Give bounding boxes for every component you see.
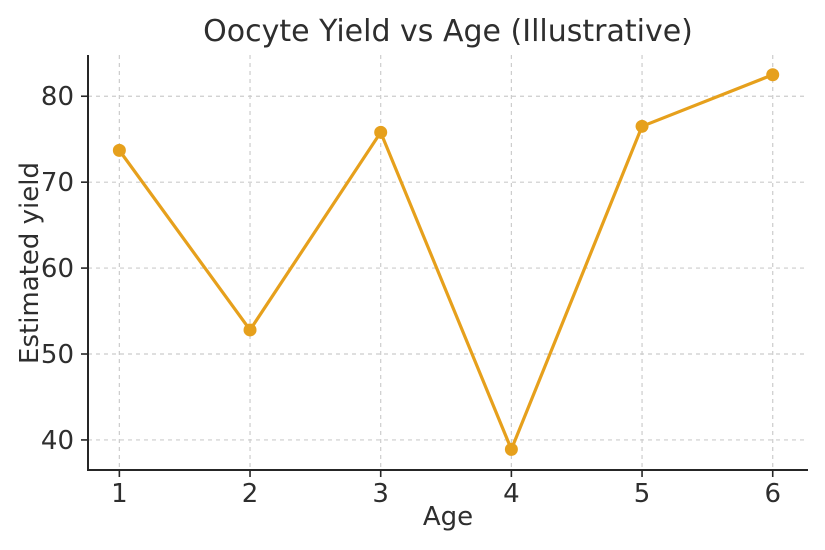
x-tick-label: 3 <box>372 479 389 509</box>
y-tick-label: 40 <box>41 426 74 456</box>
chart-title: Oocyte Yield vs Age (Illustrative) <box>203 14 693 49</box>
data-line <box>117 73 775 451</box>
y-tick-label: 80 <box>41 82 74 112</box>
grid-lines <box>88 55 808 470</box>
tick-marks <box>81 95 774 477</box>
data-point <box>112 143 126 157</box>
x-tick-label: 6 <box>764 479 781 509</box>
tick-labels: 1 2 3 4 5 6 40 50 60 70 80 <box>41 82 781 509</box>
x-tick-label: 4 <box>503 479 520 509</box>
x-tick-label: 5 <box>634 479 651 509</box>
data-point <box>243 323 257 337</box>
x-axis-label: Age <box>422 502 474 532</box>
y-tick-label: 50 <box>41 340 74 370</box>
y-tick-label: 60 <box>41 254 74 284</box>
data-point <box>635 119 649 133</box>
x-tick-label: 2 <box>242 479 259 509</box>
data-points <box>112 68 780 456</box>
data-point <box>504 442 518 456</box>
y-tick-label: 70 <box>41 168 74 198</box>
x-tick-label: 1 <box>111 479 128 509</box>
axes-spines <box>87 55 808 471</box>
data-point <box>374 125 388 139</box>
data-point <box>766 68 780 82</box>
y-axis-label: Estimated yield <box>15 162 45 364</box>
